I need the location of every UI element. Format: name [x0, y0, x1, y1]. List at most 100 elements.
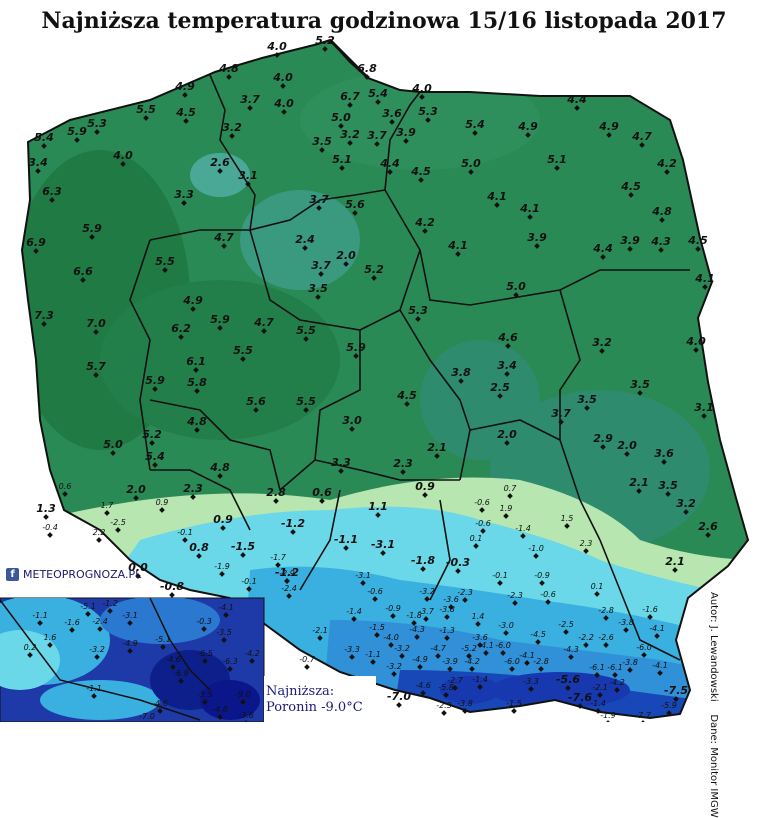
- station-marker: [420, 690, 426, 696]
- station-marker: [107, 608, 113, 614]
- station-marker: [403, 138, 409, 144]
- temperature-value: 3.9: [396, 126, 416, 139]
- site-logo[interactable]: f METEOPROGNOZA.PL: [6, 568, 141, 581]
- temperature-value: 0.9: [415, 480, 435, 493]
- temperature-value: 2.0: [126, 483, 146, 496]
- temperature-value: -4.0: [383, 633, 399, 642]
- temperature-value: -5.1: [155, 635, 171, 644]
- station-marker: [339, 165, 345, 171]
- station-marker: [658, 247, 664, 253]
- logo-text: METEOPROGNOZA.PL: [23, 568, 142, 581]
- station-marker: [347, 140, 353, 146]
- temperature-value: 5.1: [332, 153, 352, 166]
- station-marker: [115, 527, 121, 533]
- station-marker: [527, 214, 533, 220]
- temperature-value: 5.3: [418, 105, 438, 118]
- facebook-icon[interactable]: f: [6, 568, 19, 581]
- station-marker: [284, 578, 290, 584]
- station-marker: [391, 671, 397, 677]
- temperature-value: 4.5: [396, 389, 417, 402]
- temperature-value: -0.3: [446, 556, 470, 569]
- station-marker: [190, 306, 196, 312]
- station-marker: [512, 600, 518, 606]
- temperature-value: -4.6: [415, 681, 431, 690]
- station-marker: [182, 537, 188, 543]
- temperature-value: -1.5: [231, 540, 255, 553]
- station-marker: [290, 529, 296, 535]
- temperature-value: 4.3: [650, 235, 671, 248]
- station-marker: [91, 693, 97, 699]
- temperature-value: 6.1: [186, 355, 206, 368]
- station-marker: [509, 666, 515, 672]
- station-marker: [370, 659, 376, 665]
- peninsula: [328, 38, 370, 80]
- station-marker: [74, 137, 80, 143]
- temperature-value: -4.7: [430, 644, 447, 653]
- temperature-value: 4.5: [687, 234, 708, 247]
- temperature-value: 2.9: [593, 432, 613, 445]
- station-marker: [564, 523, 570, 529]
- temperature-value: 2.6: [210, 156, 230, 169]
- station-marker: [303, 336, 309, 342]
- temperature-value: 3.3: [174, 188, 194, 201]
- temperature-value: -6.5: [197, 649, 213, 658]
- station-marker: [535, 639, 541, 645]
- station-marker: [475, 621, 481, 627]
- station-marker: [448, 604, 454, 610]
- station-marker: [37, 620, 43, 626]
- station-marker: [343, 545, 349, 551]
- station-marker: [246, 586, 252, 592]
- temperature-value: 3.5: [577, 393, 597, 406]
- temperature-value: 0.2: [24, 643, 37, 652]
- temperature-value: 4.0: [411, 82, 432, 95]
- station-marker: [636, 488, 642, 494]
- station-marker: [441, 710, 447, 716]
- station-marker: [202, 699, 208, 705]
- station-marker: [659, 217, 665, 223]
- station-marker: [353, 353, 359, 359]
- station-marker: [683, 509, 689, 515]
- station-marker: [170, 664, 176, 670]
- temperature-value: -2.9: [279, 569, 295, 578]
- min-legend-bg: [264, 676, 376, 722]
- station-marker: [434, 453, 440, 459]
- temperature-value: -0.6: [367, 587, 383, 596]
- station-marker: [375, 512, 381, 518]
- station-marker: [504, 440, 510, 446]
- station-marker: [229, 133, 235, 139]
- temperature-value: -7.0: [387, 690, 411, 703]
- temperature-value: -6.9: [173, 669, 189, 678]
- temperature-value: 5.1: [547, 153, 567, 166]
- temperature-labels-small: 0.6 -0.4 2.2 1.7 -2.5 0.9 -0.6 0.7 1.9 -0.6 -1.4 1.…: [42, 482, 677, 722]
- station-marker: [143, 115, 149, 121]
- temperature-value: 3.5: [630, 378, 650, 391]
- temperature-value: -3.8: [238, 711, 254, 720]
- temperature-value: -2.2: [578, 633, 594, 642]
- station-marker: [127, 648, 133, 654]
- temperature-value: -2.4: [92, 617, 108, 626]
- station-marker: [565, 685, 571, 691]
- temperature-value: -1.4: [346, 607, 362, 616]
- temperature-value: 4.2: [656, 157, 677, 170]
- station-marker: [390, 613, 396, 619]
- station-marker: [281, 109, 287, 115]
- station-marker: [317, 635, 323, 641]
- temperature-value: -1.6: [64, 618, 80, 627]
- station-marker: [249, 658, 255, 664]
- temperature-value: -5.2: [461, 644, 477, 653]
- temperature-value: 2.6: [698, 520, 718, 533]
- temperature-value: -1.5: [506, 699, 522, 708]
- station-marker: [364, 74, 370, 80]
- station-marker: [424, 596, 430, 602]
- temperature-value: -1.2: [275, 566, 299, 579]
- temperature-value: 3.8: [451, 366, 471, 379]
- station-marker: [511, 708, 517, 714]
- temperature-value: -9.0: [235, 690, 251, 699]
- station-marker: [594, 672, 600, 678]
- station-marker: [528, 686, 534, 692]
- temperature-value: -3.6: [472, 633, 488, 642]
- temperature-value: 5.3: [87, 117, 107, 130]
- temperature-value: 3.3: [331, 456, 351, 469]
- temperature-value: -1.2: [102, 599, 118, 608]
- temperature-value: 4.1: [694, 272, 715, 285]
